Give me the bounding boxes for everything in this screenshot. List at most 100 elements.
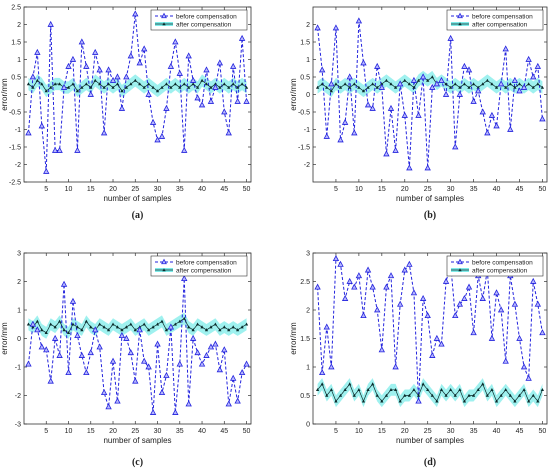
x-tick-label: 45 bbox=[516, 186, 524, 193]
after-compensation-point bbox=[191, 82, 195, 86]
before-compensation-point bbox=[442, 277, 450, 284]
before-compensation-point bbox=[479, 294, 486, 301]
before-compensation-point bbox=[87, 90, 94, 97]
after-compensation-point bbox=[129, 82, 133, 86]
after-compensation-point bbox=[389, 82, 393, 86]
before-compensation-point bbox=[38, 343, 45, 350]
legend-before-marker bbox=[161, 12, 167, 19]
y-tick-label: 2.5 bbox=[11, 5, 21, 12]
before-compensation-point bbox=[189, 76, 197, 83]
after-compensation-point bbox=[111, 85, 115, 89]
before-compensation-point bbox=[198, 101, 206, 108]
before-compensation-point bbox=[140, 357, 148, 364]
after-compensation-point bbox=[485, 393, 489, 397]
after-compensation-point bbox=[536, 82, 540, 86]
after-compensation-point bbox=[40, 328, 44, 332]
before-compensation-point bbox=[127, 349, 135, 356]
before-compensation-point bbox=[203, 66, 210, 73]
after-compensation-point bbox=[334, 82, 338, 86]
before-compensation-point bbox=[207, 97, 215, 104]
x-tick-label: 15 bbox=[378, 186, 386, 193]
before-compensation-point bbox=[520, 363, 528, 370]
before-compensation-point bbox=[225, 129, 232, 136]
before-compensation-point bbox=[25, 129, 32, 136]
y-tick-label: -3 bbox=[15, 422, 21, 429]
before-compensation-point bbox=[534, 62, 542, 69]
after-compensation-point bbox=[231, 82, 235, 86]
legend-after-marker bbox=[162, 268, 166, 272]
after-compensation-point bbox=[508, 82, 512, 86]
before-compensation-point bbox=[318, 66, 326, 73]
before-compensation-point bbox=[114, 397, 121, 404]
after-compensation-point bbox=[160, 319, 164, 323]
x-tick-label: 40 bbox=[493, 186, 501, 193]
after-compensation-point bbox=[407, 82, 411, 86]
after-compensation-point bbox=[80, 328, 84, 332]
before-compensation-point bbox=[109, 357, 117, 364]
after-compensation-point bbox=[416, 393, 421, 397]
before-compensation-point bbox=[34, 48, 41, 55]
x-tick-label: 45 bbox=[220, 428, 228, 435]
after-compensation-point bbox=[517, 393, 522, 397]
before-compensation-line bbox=[317, 257, 543, 402]
y-tick-label: -1.5 bbox=[298, 145, 310, 152]
after-compensation-point bbox=[403, 393, 407, 397]
chart-panel-2: -2-1.5-1-0.500.511.525 10 15 20 25 30 35 40 45 50… bbox=[289, 6, 548, 221]
after-compensation-point bbox=[416, 78, 421, 82]
after-compensation-point bbox=[517, 82, 522, 86]
after-compensation-point bbox=[84, 82, 88, 86]
x-tick-label: 10 bbox=[65, 186, 73, 193]
before-compensation-point bbox=[154, 340, 161, 347]
panel-caption: (c) bbox=[132, 457, 143, 468]
after-compensation-point bbox=[320, 82, 324, 86]
x-tick-label: 45 bbox=[516, 428, 524, 435]
x-axis-label: number of samples bbox=[396, 436, 464, 445]
before-compensation-point bbox=[488, 111, 496, 118]
y-tick-label: -1 bbox=[15, 365, 21, 372]
legend-after-label: after compensation bbox=[176, 268, 232, 275]
after-compensation-point bbox=[75, 325, 80, 329]
after-compensation-point bbox=[352, 82, 356, 86]
x-tick-label: 30 bbox=[447, 428, 455, 435]
x-tick-label: 25 bbox=[424, 186, 432, 193]
y-tick-label: 0 bbox=[17, 92, 21, 99]
after-compensation-point bbox=[361, 399, 366, 403]
before-compensation-point bbox=[92, 48, 99, 55]
y-tick-label: -2.5 bbox=[9, 180, 21, 187]
y-tick-label: 1.5 bbox=[11, 40, 21, 47]
x-axis-label: number of samples bbox=[396, 194, 464, 203]
after-compensation-point bbox=[531, 85, 535, 89]
after-compensation-point bbox=[352, 393, 356, 397]
before-compensation-point bbox=[83, 369, 90, 376]
after-compensation-point bbox=[490, 82, 494, 86]
before-compensation-point bbox=[328, 363, 335, 370]
y-tick-label: 0.5 bbox=[11, 75, 21, 82]
legend-before-label: before compensation bbox=[176, 260, 237, 267]
before-compensation-point bbox=[181, 146, 188, 153]
after-compensation-point bbox=[244, 85, 249, 89]
after-compensation-point bbox=[485, 78, 489, 82]
before-compensation-point bbox=[56, 146, 63, 153]
before-compensation-point bbox=[47, 377, 54, 384]
after-compensation-point bbox=[540, 388, 545, 392]
after-compensation-point bbox=[80, 85, 84, 89]
after-compensation-point bbox=[240, 82, 244, 86]
after-compensation-point bbox=[173, 322, 177, 326]
before-compensation-point bbox=[176, 360, 183, 367]
before-compensation-point bbox=[410, 289, 418, 296]
before-compensation-point bbox=[374, 306, 381, 313]
y-tick-label: 2 bbox=[306, 22, 310, 29]
after-compensation-point bbox=[504, 388, 508, 392]
after-compensation-point bbox=[504, 85, 508, 89]
before-compensation-point bbox=[520, 83, 528, 90]
before-compensation-point bbox=[374, 62, 381, 69]
before-compensation-point bbox=[243, 97, 250, 104]
before-compensation-point bbox=[378, 346, 386, 353]
before-compensation-point bbox=[456, 300, 464, 307]
before-compensation-point bbox=[149, 118, 157, 125]
legend-before-label: before compensation bbox=[472, 260, 533, 267]
after-compensation-band bbox=[28, 312, 247, 339]
x-tick-label: 30 bbox=[447, 186, 455, 193]
